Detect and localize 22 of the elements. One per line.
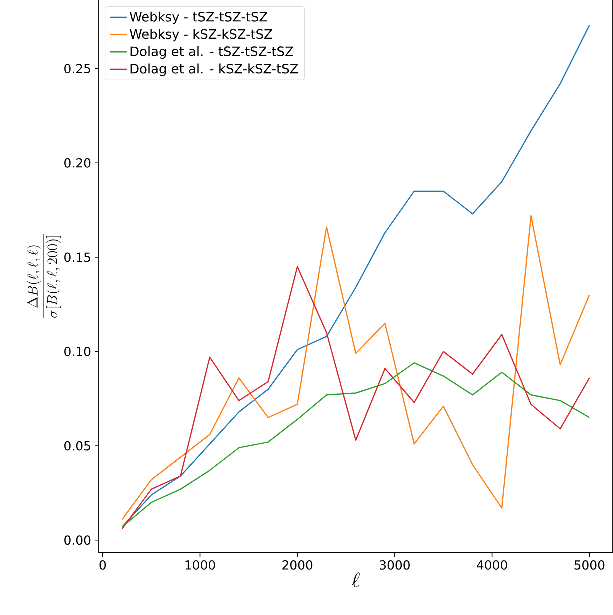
legend-label: Webksy - kSZ-kSZ-tSZ	[130, 29, 272, 42]
x-tick-label: 1000	[186, 560, 216, 570]
legend-label: Webksy - tSZ-tSZ-tSZ	[130, 12, 268, 24]
y-tick-label: 0.20	[64, 158, 91, 168]
y-tick-label: 0.00	[64, 536, 91, 546]
line-series	[122, 362, 590, 528]
y-tick-label: 0.10	[64, 347, 91, 356]
line-series	[122, 215, 590, 520]
legend-label: Dolag et al. - kSZ-kSZ-tSZ	[130, 64, 298, 76]
y-tick-label: 0.15	[64, 252, 90, 262]
x-tick-label: 5000	[574, 560, 605, 570]
line-series	[122, 266, 590, 530]
line-series	[122, 24, 590, 528]
legend-label: Dolag et al. - tSZ-tSZ-tSZ	[130, 46, 294, 59]
x-tick-label: 0	[100, 560, 106, 570]
x-axis-title: $\ell$	[352, 572, 360, 588]
y-tick-label: 0.05	[64, 441, 90, 451]
x-tick-label: 4000	[477, 560, 508, 570]
y-axis-title: $\frac{\Delta B(\ell,\ell,\ell)}{\sigma[B(\ell,\ell,200)]}$	[27, 234, 61, 319]
x-tick-label: 3000	[380, 560, 410, 570]
x-tick-label: 2000	[282, 560, 313, 570]
y-tick-label: 0.25	[64, 64, 90, 74]
